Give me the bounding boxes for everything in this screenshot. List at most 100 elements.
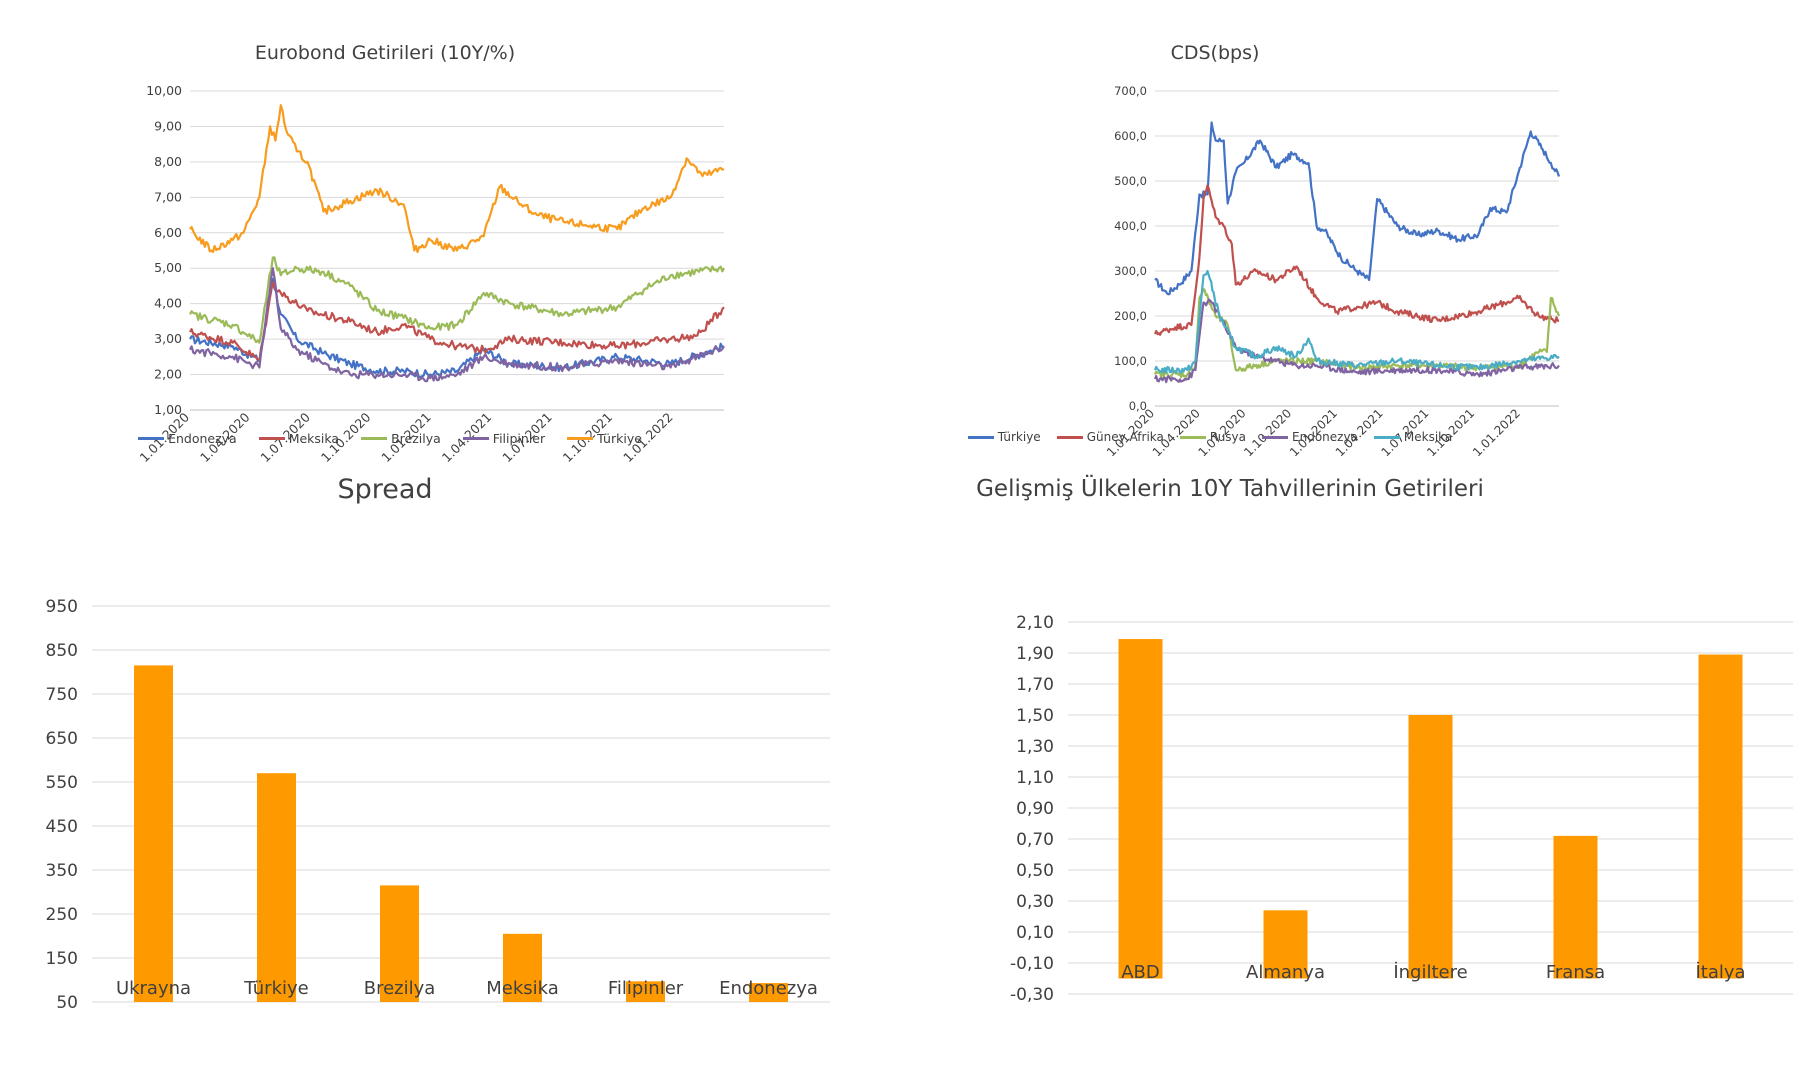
legend-label: Türkiye — [597, 431, 642, 446]
y-tick-label: 1,10 — [1016, 768, 1054, 788]
x-category-label: Meksika — [486, 978, 559, 999]
legend-swatch — [361, 437, 388, 440]
chart-title: Spread — [337, 474, 433, 505]
cds-line-chart: 0,0100,0200,0300,0400,0500,0600,0700,01.… — [1104, 84, 1561, 459]
y-tick-label: -0,10 — [1010, 954, 1054, 974]
series-line — [1153, 298, 1560, 384]
chart-title: CDS(bps) — [1170, 42, 1260, 64]
legend-item: Meksika — [1373, 430, 1453, 444]
y-tick-label: 9,00 — [154, 118, 182, 133]
chart-title: Eurobond Getirileri (10Y/%) — [254, 42, 516, 64]
y-tick-label: 350 — [46, 861, 78, 881]
legend-label: Endonezya — [1292, 430, 1358, 444]
legend-swatch — [1262, 435, 1289, 439]
legend-item: Güney Afrika — [1056, 430, 1164, 444]
y-tick-label: 0,70 — [1016, 830, 1054, 850]
y-tick-label: 650 — [46, 729, 78, 749]
legend-item: Türkiye — [567, 431, 642, 446]
series-line — [1154, 121, 1561, 296]
eurobond-chart-panel: Eurobond Getirileri (10Y/%) 1,00 2,00 3,00… — [0, 0, 760, 470]
y-tick-label: 2,10 — [1016, 613, 1054, 633]
y-tick-label: 850 — [46, 641, 78, 661]
y-tick-label: 250 — [46, 905, 78, 925]
y-tick-label: 700,0 — [1114, 84, 1147, 98]
y-tick-label: 500,0 — [1114, 174, 1147, 188]
y-tick-label: 1,50 — [1016, 706, 1054, 726]
legend-item: Endonezya — [138, 431, 237, 446]
x-category-label: İtalya — [1695, 962, 1745, 983]
bar — [503, 933, 542, 1002]
legend-item: Endonezya — [1262, 430, 1358, 444]
y-tick-label: 2,00 — [154, 367, 182, 382]
y-tick-label: -0,30 — [1010, 985, 1054, 1005]
eurobond-line-chart: 1,00 2,00 3,00 4,00 5,00 6,00 7,00 8,00 9,00 10,0… — [137, 83, 725, 465]
y-tick-label: 200,0 — [1114, 309, 1147, 323]
legend-swatch — [258, 437, 285, 440]
series-line — [189, 104, 725, 254]
y-tick-label: 0,30 — [1016, 892, 1054, 912]
x-category-label: Brezilya — [364, 978, 436, 999]
chart-legend: Türkiye Güney Afrika Rusya Endonezya Meksika — [900, 430, 1520, 444]
x-category-label: Türkiye — [243, 978, 309, 999]
y-tick-label: 0,50 — [1016, 861, 1054, 881]
y-tick-label: 6,00 — [154, 225, 182, 240]
bar — [257, 773, 296, 1002]
y-tick-label: 5,00 — [154, 260, 182, 275]
y-tick-label: 0,90 — [1016, 799, 1054, 819]
legend-item: Rusya — [1179, 430, 1247, 444]
y-tick-label: 550 — [46, 773, 78, 793]
y-tick-label: 400,0 — [1114, 219, 1147, 233]
series-line — [1153, 184, 1560, 336]
spread-bar-chart: 50 150 250 350 450 550 650 750 850 950 Ukrayna Türk… — [46, 597, 830, 1013]
legend-label: Rusya — [1209, 430, 1247, 444]
y-tick-label: 4,00 — [154, 296, 182, 311]
x-category-label: Filipinler — [608, 978, 684, 999]
y-tick-label: 1,70 — [1016, 675, 1054, 695]
bar — [1263, 910, 1308, 979]
y-tick-label: 1,30 — [1016, 737, 1054, 757]
chart-title: Gelişmiş Ülkelerin 10Y Tahvillerinin Get… — [976, 476, 1484, 502]
bar — [1553, 835, 1598, 979]
y-tick-label: 10,00 — [146, 83, 182, 98]
y-tick-label: 1,90 — [1016, 644, 1054, 664]
y-tick-label: 0,0 — [1129, 399, 1147, 413]
series-line — [189, 281, 725, 362]
cds-chart-panel: CDS(bps) 0,0 100,0 200,0 300,0 400,0 500,0 600… — [900, 0, 1561, 470]
legend-label: Brezilya — [391, 431, 441, 446]
y-tick-label: 1,00 — [154, 402, 182, 417]
legend-item: Türkiye — [967, 430, 1041, 444]
bar — [626, 981, 665, 1002]
bar — [380, 885, 419, 1002]
y-tick-label: 0,10 — [1016, 923, 1054, 943]
x-category-label: İngiltere — [1393, 962, 1467, 983]
bond10y-bar-chart: -0,30 -0,10 0,10 0,30 0,50 0,70 0,90 1,10 1,30 1,… — [1010, 613, 1793, 1005]
chart-legend: Endonezya Meksika Brezilya Filipinler Türkiy… — [0, 431, 780, 446]
spread-chart-panel: Spread 50 150 250 350 450 550 650 750 850 950 Ukra… — [0, 470, 830, 1013]
legend-swatch — [138, 437, 165, 440]
legend-swatch — [567, 437, 594, 440]
bar — [749, 983, 788, 1002]
legend-label: Meksika — [1403, 430, 1453, 444]
legend-label: Endonezya — [168, 431, 237, 446]
y-tick-label: 600,0 — [1114, 129, 1147, 143]
series-line — [1153, 269, 1560, 374]
legend-item: Meksika — [258, 431, 339, 446]
y-tick-label: 950 — [46, 597, 78, 617]
y-tick-label: 150 — [46, 949, 78, 969]
series-line — [189, 256, 725, 344]
y-tick-label: 50 — [56, 993, 78, 1013]
x-category-label: Ukrayna — [116, 978, 191, 999]
legend-label: Filipinler — [492, 431, 546, 446]
x-category-label: ABD — [1121, 962, 1160, 983]
bar — [1118, 639, 1163, 979]
y-tick-label: 7,00 — [154, 189, 182, 204]
y-tick-label: 300,0 — [1114, 264, 1147, 278]
bar — [1698, 654, 1743, 979]
bond10y-chart-panel: Gelişmiş Ülkelerin 10Y Tahvillerinin Get… — [880, 470, 1793, 1005]
y-tick-label: 3,00 — [154, 331, 182, 346]
legend-swatch — [462, 437, 489, 440]
legend-swatch — [1056, 435, 1083, 439]
bar — [134, 665, 173, 1002]
x-category-label: Almanya — [1246, 962, 1325, 983]
bar — [1408, 715, 1453, 979]
